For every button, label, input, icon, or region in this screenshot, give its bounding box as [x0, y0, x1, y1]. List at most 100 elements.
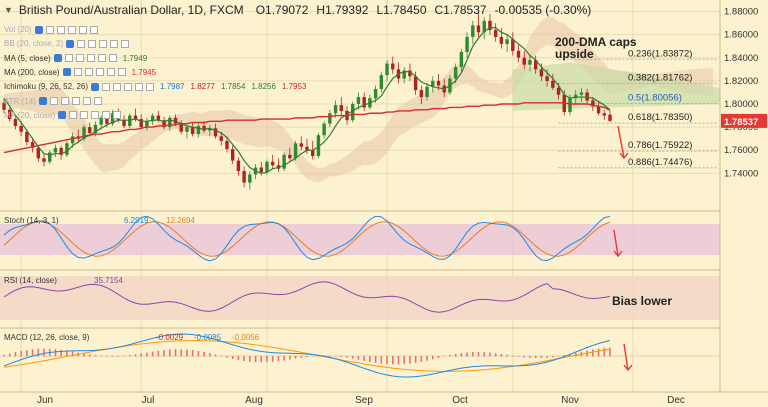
settings-icon[interactable]	[69, 111, 78, 120]
settings-icon[interactable]	[91, 111, 100, 120]
price-axis[interactable]: 1.880001.860001.840001.820001.800001.780…	[719, 0, 768, 392]
candle-body	[328, 113, 332, 124]
indicator-value: 1.7953	[281, 82, 307, 92]
arrow-down-price-head	[619, 152, 629, 160]
macd-hist-bar	[94, 355, 97, 357]
candle-body	[82, 127, 86, 139]
collapse-icon[interactable]: ▼	[4, 5, 13, 15]
candle-body	[88, 127, 92, 133]
settings-icon[interactable]	[77, 39, 86, 48]
macd-hist-bar	[191, 350, 194, 357]
settings-icon[interactable]	[113, 82, 122, 91]
settings-icon[interactable]	[73, 68, 82, 77]
macd-hist-bar	[60, 349, 62, 357]
macd-hist-bar	[277, 356, 280, 362]
settings-icon[interactable]	[78, 25, 87, 34]
settings-icon[interactable]	[102, 111, 111, 120]
candle-body	[391, 63, 395, 70]
candle-body	[528, 60, 532, 65]
indicator-row[interactable]: ATR (14)	[4, 96, 102, 107]
settings-icon[interactable]	[110, 39, 119, 48]
indicator-row[interactable]: Vol (20)	[4, 24, 98, 35]
macd-value: -0.0085	[194, 333, 222, 342]
settings-icon[interactable]	[75, 54, 84, 63]
candle-body	[293, 143, 298, 159]
settings-icon[interactable]	[60, 97, 69, 105]
macd-hist-bar	[540, 356, 543, 359]
settings-icon[interactable]	[102, 82, 111, 91]
macd-hist-bar	[563, 355, 566, 357]
candle-body	[145, 121, 149, 128]
candle-body	[351, 104, 355, 121]
macd-value: -0.0056	[232, 333, 260, 342]
settings-icon[interactable]	[49, 97, 58, 105]
macd-hist-bar	[283, 356, 285, 361]
macd-hist-bar	[494, 353, 497, 357]
settings-icon[interactable]	[117, 68, 126, 77]
indicator-row[interactable]: MA (20, close)	[4, 110, 122, 121]
macd-hist-bar	[151, 351, 154, 357]
settings-icon[interactable]	[121, 39, 130, 48]
settings-icon[interactable]	[95, 68, 104, 77]
settings-icon[interactable]	[71, 97, 80, 105]
settings-icon[interactable]	[84, 68, 93, 77]
settings-icon[interactable]	[135, 82, 144, 91]
macd-hist-bar	[592, 349, 594, 357]
visibility-icon[interactable]	[38, 97, 47, 105]
candle-body	[379, 75, 384, 89]
indicator-row[interactable]: MA (5, close) 1.7949	[4, 53, 147, 64]
indicator-row[interactable]: BB (20, close, 2)	[4, 38, 130, 49]
candle-body	[242, 171, 246, 183]
macd-hist-bar	[249, 356, 251, 362]
settings-icon[interactable]	[108, 54, 117, 63]
settings-icon[interactable]	[88, 39, 97, 48]
candle-body	[402, 70, 406, 79]
candle-body	[196, 125, 201, 135]
macd-hist-bar	[3, 354, 5, 357]
candle-body	[493, 30, 498, 37]
candle-body	[476, 25, 481, 33]
settings-icon[interactable]	[82, 97, 91, 105]
candle-body	[99, 117, 103, 125]
candle-body	[316, 135, 321, 156]
settings-icon[interactable]	[64, 54, 73, 63]
settings-icon[interactable]	[124, 82, 133, 91]
candle-body	[59, 147, 63, 155]
macd-hist-bar	[163, 350, 165, 357]
settings-icon[interactable]	[86, 54, 95, 63]
time-axis[interactable]: Jun Jul Aug Sep Oct Nov Dec	[0, 391, 768, 406]
settings-icon[interactable]	[56, 25, 65, 34]
settings-icon[interactable]	[113, 111, 122, 120]
symbol-title[interactable]: British Pound/Australian Dollar, 1D, FXC…	[18, 3, 244, 17]
candle-body	[110, 113, 115, 124]
macd-hist-bar	[609, 347, 611, 357]
settings-icon[interactable]	[97, 54, 106, 63]
settings-icon[interactable]	[80, 111, 89, 120]
indicator-row[interactable]: Ichimoku (9, 26, 52, 26) 1.7987 1.8277 1.78…	[4, 81, 306, 92]
settings-icon[interactable]	[45, 25, 54, 34]
visibility-icon[interactable]	[58, 111, 67, 120]
arrow-down-macd-head	[623, 364, 633, 372]
candle-body	[2, 102, 6, 110]
settings-icon[interactable]	[106, 68, 115, 77]
visibility-icon[interactable]	[66, 39, 75, 48]
visibility-icon[interactable]	[62, 68, 71, 77]
visibility-icon[interactable]	[34, 25, 43, 34]
candle-body	[133, 115, 138, 120]
ohlc-low: L1.78450	[376, 3, 427, 17]
candle-body	[465, 36, 469, 52]
macd-hist-bar	[43, 348, 45, 357]
settings-icon[interactable]	[93, 97, 102, 105]
settings-icon[interactable]	[99, 39, 108, 48]
settings-icon[interactable]	[67, 25, 76, 34]
candle-body	[556, 87, 561, 95]
candle-body	[219, 136, 223, 141]
settings-icon[interactable]	[146, 82, 155, 91]
visibility-icon[interactable]	[53, 54, 62, 63]
indicator-row[interactable]: MA (200, close) 1.7945	[4, 67, 156, 78]
macd-hist-bar	[88, 354, 91, 357]
visibility-icon[interactable]	[91, 82, 100, 91]
macd-hist-bar	[603, 347, 606, 357]
settings-icon[interactable]	[89, 25, 98, 34]
